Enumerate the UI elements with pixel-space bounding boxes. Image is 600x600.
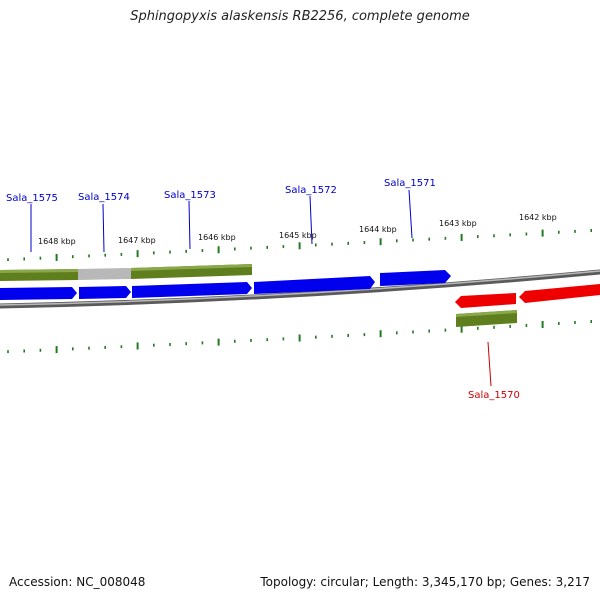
forward-gene-track: [0, 270, 451, 300]
gene-arrow-sala-1575[interactable]: [0, 287, 77, 300]
scale-label-1648: 1648 kbp: [38, 237, 76, 246]
leader-sala-1570: [487, 341, 492, 387]
gene-arrow-sala-1574[interactable]: [79, 286, 131, 299]
cds-feature-highlight: [131, 264, 252, 271]
label-leaders: [30, 189, 492, 387]
scale-label-1644: 1644 kbp: [359, 225, 397, 234]
cds-feature-highlight: [0, 269, 78, 273]
gene-label-sala-1573[interactable]: Sala_1573: [164, 190, 216, 201]
scale-label-1647: 1647 kbp: [118, 236, 156, 245]
gene-label-sala-1571[interactable]: Sala_1571: [384, 178, 436, 189]
gene-arrow-sala-1570[interactable]: [455, 293, 516, 308]
reverse-gene-track: [455, 284, 600, 308]
leader-sala-1571: [408, 189, 413, 239]
scale-label-1646: 1646 kbp: [198, 233, 236, 242]
accession-text: Accession: NC_008048: [9, 575, 146, 589]
scale-label-1642: 1642 kbp: [519, 213, 557, 222]
leader-sala-1572: [309, 195, 313, 245]
genome-title: Sphingopyxis alaskensis RB2256, complete…: [130, 9, 470, 24]
gene-arrow-sala-1573[interactable]: [132, 282, 252, 298]
gene-label-sala-1570[interactable]: Sala_1570: [468, 390, 520, 401]
pseudo-feature[interactable]: [78, 268, 131, 280]
scale-label-1643: 1643 kbp: [439, 219, 477, 228]
cds-track-forward: [0, 264, 252, 281]
gene-arrow-sala-1571[interactable]: [380, 270, 451, 286]
gene-label-sala-1574[interactable]: Sala_1574: [78, 192, 130, 203]
gene-label-sala-1572[interactable]: Sala_1572: [285, 185, 337, 196]
genome-stats-text: Topology: circular; Length: 3,345,170 bp…: [260, 575, 590, 589]
leader-sala-1573: [188, 200, 191, 250]
scale-ticks-bottom: [7, 320, 593, 354]
gene-arrow-reverse[interactable]: [519, 284, 600, 303]
genome-backbone: [0, 269, 600, 309]
scale-ticks-top: [7, 228, 593, 262]
gene-arrow-sala-1572[interactable]: [254, 276, 375, 294]
scale-label-1645: 1645 kbp: [279, 231, 317, 240]
gene-label-sala-1575[interactable]: Sala_1575: [6, 193, 58, 204]
genome-backbone-highlight: [0, 270, 600, 306]
leader-sala-1574: [102, 203, 105, 253]
cds-feature-highlight: [456, 310, 517, 317]
